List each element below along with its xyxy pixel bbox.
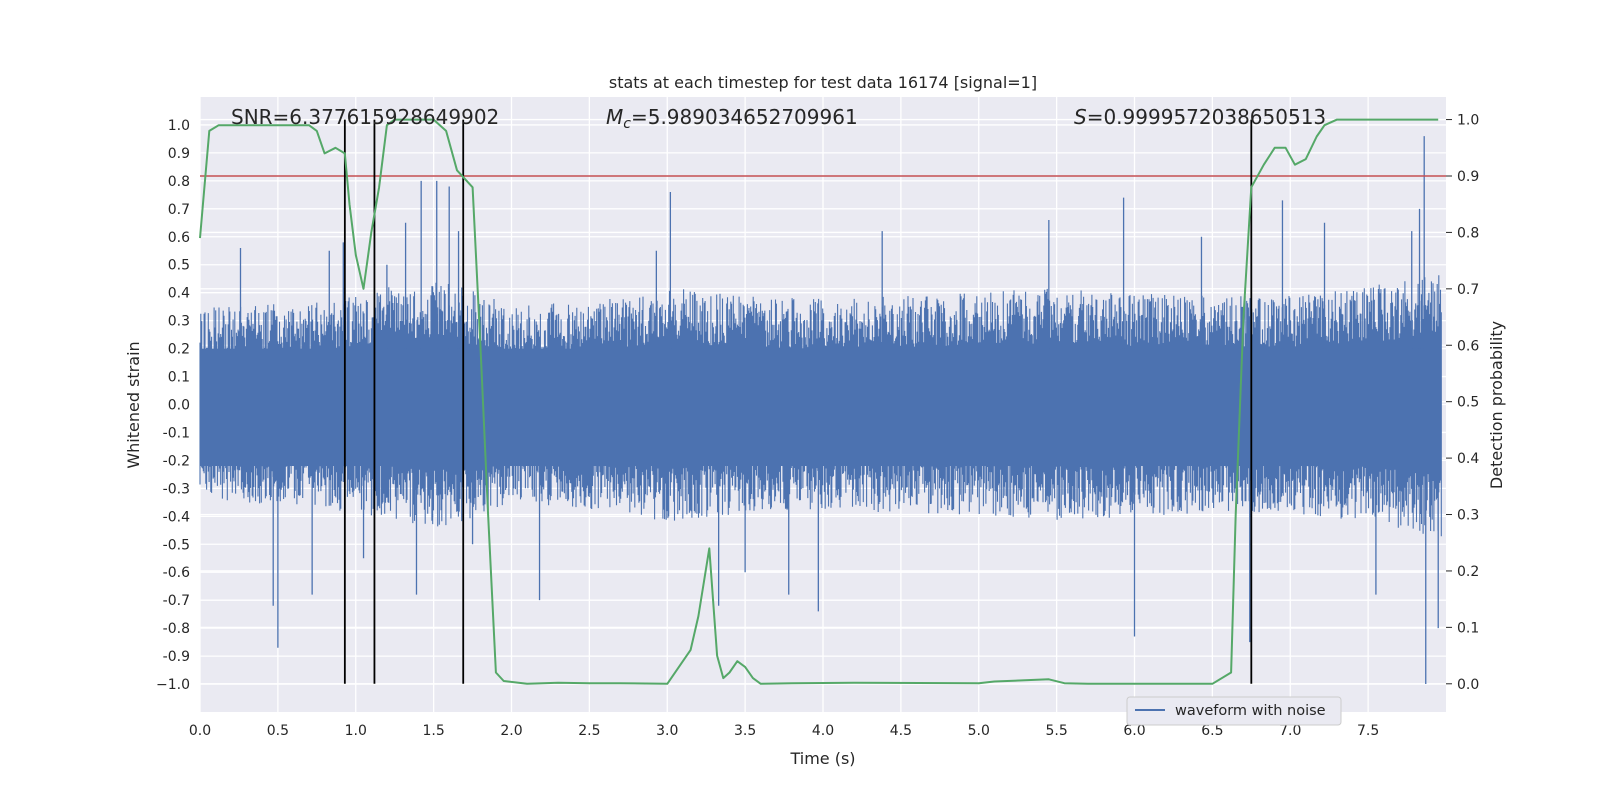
y-right-tick-label: 0.6 [1457,338,1479,354]
x-tick-label: 0.0 [189,723,211,739]
y-right-tick-label: 1.0 [1457,113,1479,129]
s-symbol: S [1074,105,1087,129]
y-tick-label: -0.4 [163,509,190,525]
chart-title: stats at each timestep for test data 161… [609,73,1037,92]
y-right-tick-label: 0.0 [1457,677,1479,693]
y-tick-label: 0.9 [168,146,190,162]
snr-annotation: SNR=6.377615928649902 [231,105,499,129]
mc-symbol: M [606,105,623,129]
x-tick-label: 3.0 [656,723,678,739]
x-tick-label: 1.5 [422,723,444,739]
y-tick-label: 0.3 [168,314,190,330]
y-tick-label: -0.2 [163,453,190,469]
x-tick-label: 6.5 [1201,723,1223,739]
y-tick-label: -0.1 [163,425,190,441]
y-tick-label: 0.7 [168,202,190,218]
x-tick-label: 2.0 [500,723,522,739]
x-tick-label: 7.5 [1357,723,1379,739]
y-tick-label: -0.3 [163,481,190,497]
y-right-tick-label: 0.1 [1457,620,1479,636]
y-right-tick-label: 0.9 [1457,169,1479,185]
y-tick-label: -0.8 [163,621,190,637]
y-tick-label: 0.0 [168,398,190,414]
detection-probability-line [199,118,1439,685]
waveform-series [199,136,1442,685]
x-axis-title: Time (s) [789,749,855,768]
legend-label: waveform with noise [1175,703,1326,719]
y-right-tick-label: 0.8 [1457,225,1479,241]
waveform-core [200,348,1442,466]
y-tick-label: −1.0 [156,677,190,693]
y-tick-label: -0.7 [163,593,190,609]
s-value: =0.9999572038650513 [1087,105,1326,129]
x-tick-label: 6.0 [1123,723,1145,739]
y-tick-label: -0.6 [163,565,190,581]
x-tick-label: 0.5 [267,723,289,739]
y-tick-label: 0.6 [168,230,190,246]
x-tick-labels: 0.0 0.5 1.0 1.5 2.0 2.5 3.0 3.5 4.0 4.5 5.0 5.5 6.0 6… [189,723,1379,739]
s-annotation: S=0.9999572038650513 [1074,105,1326,129]
right-tick-labels: 1.0 0.9 0.8 0.7 0.6 0.5 0.4 0.3 0.2 0.1 0.0 [1446,113,1479,693]
x-tick-label: 5.0 [968,723,990,739]
x-tick-label: 3.5 [734,723,756,739]
y-tick-label: 1.0 [168,118,190,134]
x-tick-label: 7.0 [1279,723,1301,739]
x-tick-label: 4.0 [812,723,834,739]
left-tick-labels: 1.0 0.9 0.8 0.7 0.6 0.5 0.4 0.3 0.2 0.1 0.0 -0.1 -0.… [156,118,190,693]
y-tick-label: 0.5 [168,258,190,274]
y-right-tick-label: 0.2 [1457,564,1479,580]
legend: waveform with noise [1126,696,1342,726]
y-tick-label: 0.8 [168,174,190,190]
y-tick-label: -0.9 [163,649,190,665]
y-tick-label: 0.1 [168,370,190,386]
y-tick-label: 0.2 [168,342,190,358]
x-tick-label: 4.5 [890,723,912,739]
legend-box [1126,696,1342,726]
mc-value: =5.989034652709961 [631,105,858,129]
mc-subscript: c [623,116,631,132]
y-right-tick-label: 0.7 [1457,282,1479,298]
overlay-lines [199,118,1446,685]
mc-annotation: Mc=5.989034652709961 [606,105,858,132]
y-right-tick-label: 0.4 [1457,451,1479,467]
y-axis-right-title: Detection probability [1487,321,1506,489]
y-right-tick-label: 0.3 [1457,508,1479,524]
x-tick-label: 2.5 [578,723,600,739]
y-axis-title: Whitened strain [124,341,143,468]
x-tick-label: 1.0 [345,723,367,739]
x-tick-label: 5.5 [1045,723,1067,739]
y-tick-label: -0.5 [163,537,190,553]
y-right-tick-label: 0.5 [1457,395,1479,411]
y-tick-label: 0.4 [168,286,190,302]
